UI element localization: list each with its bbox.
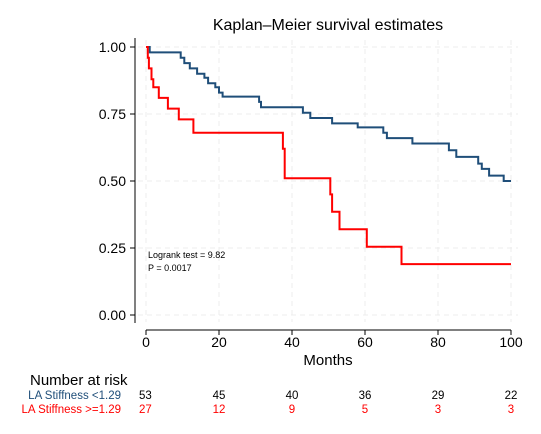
x-tick-label: 20 — [211, 334, 227, 350]
risk-value: 29 — [432, 390, 445, 402]
risk-row-label-high: LA Stiffness >=1.29 — [21, 404, 121, 416]
x-tick-label: 0 — [142, 334, 150, 350]
risk-value: 3 — [508, 404, 514, 416]
x-tick-label: 60 — [357, 334, 373, 350]
y-tick-label: 0.75 — [99, 106, 126, 122]
x-axis-label: Months — [303, 352, 352, 369]
x-tick-label: 80 — [430, 334, 446, 350]
y-tick-label: 1.00 — [99, 39, 126, 55]
risk-table-title: Number at risk — [30, 372, 128, 389]
risk-value: 5 — [362, 404, 368, 416]
risk-value: 3 — [435, 404, 441, 416]
risk-value: 22 — [505, 390, 518, 402]
risk-value: 27 — [139, 404, 152, 416]
x-tick-label: 40 — [284, 334, 300, 350]
series-line-high-stiffness — [146, 46, 511, 266]
y-tick-label: 0.25 — [99, 240, 126, 256]
chart-title: Kaplan–Meier survival estimates — [213, 17, 443, 34]
risk-value: 40 — [286, 390, 299, 402]
p-value-annotation: P = 0.0017 — [148, 263, 192, 273]
ticks: 0.00 0.25 0.50 0.75 1.00 0 20 40 60 80 100 — [99, 39, 523, 350]
risk-row-label-low: LA Stiffness <1.29 — [28, 390, 121, 402]
y-tick-label: 0.00 — [99, 307, 126, 323]
logrank-annotation: Logrank test = 9.82 — [148, 250, 225, 260]
risk-value: 53 — [139, 390, 152, 402]
axes — [134, 38, 511, 331]
risk-value: 45 — [213, 390, 226, 402]
gridlines — [138, 40, 518, 322]
series — [146, 46, 511, 266]
y-tick-label: 0.50 — [99, 173, 126, 189]
risk-value: 36 — [359, 390, 372, 402]
series-line-low-stiffness — [146, 46, 511, 182]
risk-value: 9 — [289, 404, 295, 416]
risk-value: 12 — [213, 404, 226, 416]
x-tick-label: 100 — [499, 334, 523, 350]
